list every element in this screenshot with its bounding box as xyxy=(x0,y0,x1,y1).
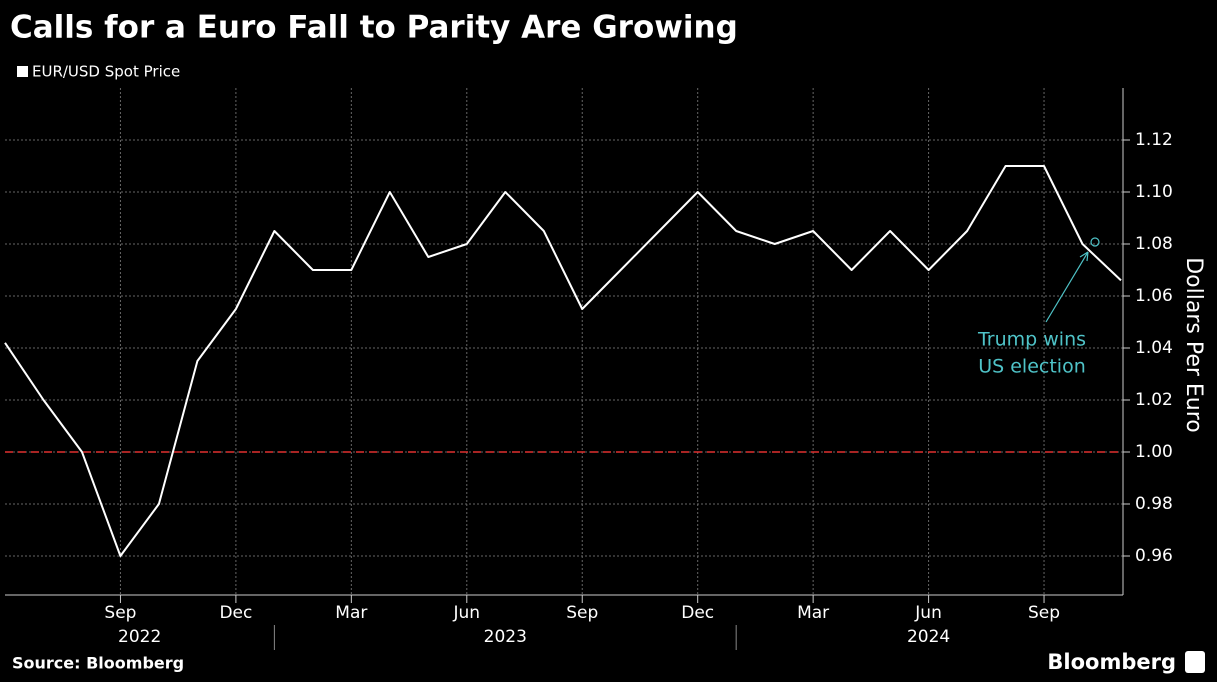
legend-swatch xyxy=(17,66,28,77)
x-tick-label: Dec xyxy=(219,603,252,623)
year-label: 2022 xyxy=(118,627,161,647)
y-tick-label: 1.08 xyxy=(1135,234,1173,254)
chart-title: Calls for a Euro Fall to Parity Are Grow… xyxy=(10,10,738,46)
line-series xyxy=(4,165,1122,557)
brand-icon xyxy=(1185,651,1205,673)
y-axis-label: Dollars Per Euro xyxy=(1181,257,1206,433)
annotation-arrow xyxy=(1045,251,1089,323)
y-tick-label: 1.04 xyxy=(1135,338,1173,358)
y-tick-label: 1.10 xyxy=(1135,182,1173,202)
x-tick-label: Mar xyxy=(335,603,367,623)
y-tick-label: 1.06 xyxy=(1135,286,1173,306)
arrow-head xyxy=(1079,251,1089,262)
x-tick-label: Dec xyxy=(681,603,714,623)
year-label: 2023 xyxy=(484,627,527,647)
annotation: Trump wins xyxy=(977,329,1086,351)
x-tick-label: Jun xyxy=(914,603,942,623)
x-tick-label: Mar xyxy=(797,603,829,623)
annotation: US election xyxy=(978,356,1086,378)
x-tick-label: Jun xyxy=(453,603,481,623)
y-tick-label: 0.96 xyxy=(1135,546,1173,566)
y-tick-label: 1.12 xyxy=(1135,130,1173,150)
brand: Bloomberg xyxy=(1047,650,1176,674)
year-label: 2024 xyxy=(907,627,950,647)
annotation-marker xyxy=(1090,237,1100,247)
x-tick-label: Sep xyxy=(104,603,136,623)
y-tick-label: 0.98 xyxy=(1135,494,1173,514)
y-tick-label: 1.00 xyxy=(1135,442,1173,462)
legend-label: EUR/USD Spot Price xyxy=(32,63,180,81)
source: Source: Bloomberg xyxy=(12,654,184,673)
x-tick-label: Sep xyxy=(1028,603,1060,623)
y-tick-label: 1.02 xyxy=(1135,390,1173,410)
x-tick-label: Sep xyxy=(566,603,598,623)
